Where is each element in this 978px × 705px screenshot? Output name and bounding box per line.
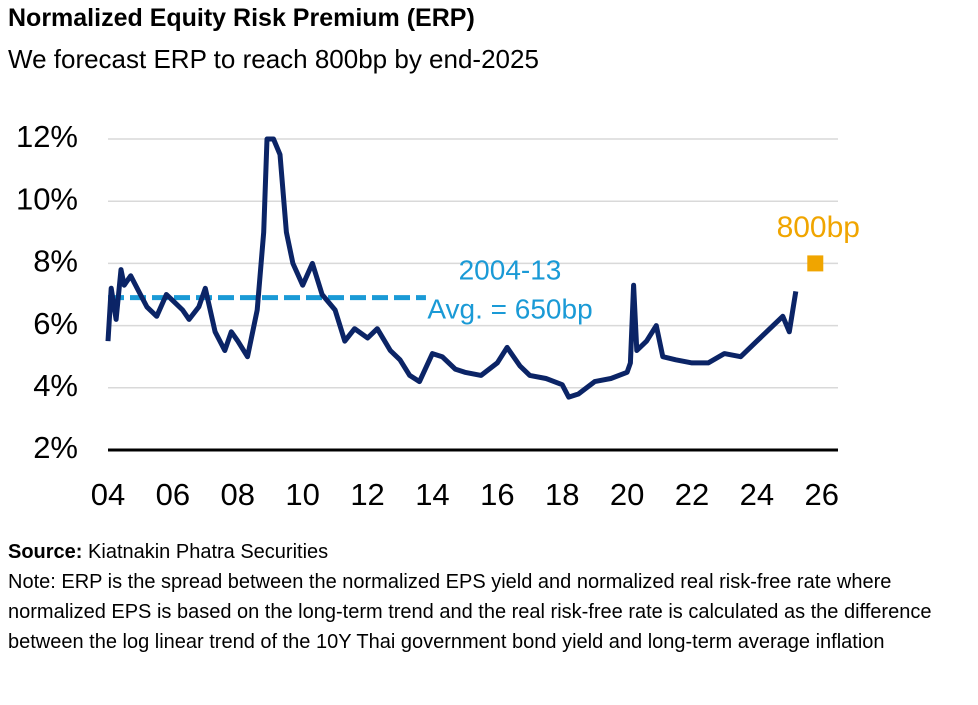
- average-annotation: 2004-13: [459, 254, 562, 285]
- y-tick-label: 6%: [33, 306, 78, 341]
- x-tick-label: 22: [675, 477, 709, 512]
- forecast-label: 800bp: [777, 211, 860, 244]
- x-tick-label: 10: [285, 477, 319, 512]
- x-tick-label: 18: [545, 477, 579, 512]
- source: Source: Kiatnakin Phatra Securities: [8, 537, 970, 567]
- erp-line: [105, 136, 799, 400]
- note: Note: ERP is the spread between the norm…: [8, 571, 932, 653]
- average-annotation: Avg. = 650bp: [427, 293, 592, 324]
- x-tick-label: 26: [805, 477, 839, 512]
- footer: Source: Kiatnakin Phatra Securities Note…: [8, 537, 970, 657]
- y-tick-label: 2%: [33, 430, 78, 465]
- chart-title: Normalized Equity Risk Premium (ERP): [8, 4, 475, 32]
- x-tick-label: 16: [480, 477, 514, 512]
- x-tick-label: 08: [221, 477, 255, 512]
- x-tick-label: 20: [610, 477, 644, 512]
- x-tick-label: 14: [415, 477, 449, 512]
- y-tick-label: 4%: [33, 368, 78, 403]
- x-tick-label: 04: [91, 477, 125, 512]
- y-tick-label: 10%: [16, 181, 78, 216]
- source-text: Kiatnakin Phatra Securities: [88, 541, 329, 563]
- x-tick-label: 12: [350, 477, 384, 512]
- y-tick-label: 12%: [16, 119, 78, 154]
- x-tick-label: 24: [740, 477, 774, 512]
- chart: 2% 4% 6% 8% 10% 12% 04 06 08 10 12 14 16 18 20 22 24 26 20…: [16, 119, 860, 512]
- y-tick-label: 8%: [33, 244, 78, 279]
- chart-subtitle: We forecast ERP to reach 800bp by end-20…: [8, 44, 539, 74]
- forecast-marker: [807, 255, 824, 272]
- x-tick-label: 06: [156, 477, 190, 512]
- source-label: Source:: [8, 541, 83, 563]
